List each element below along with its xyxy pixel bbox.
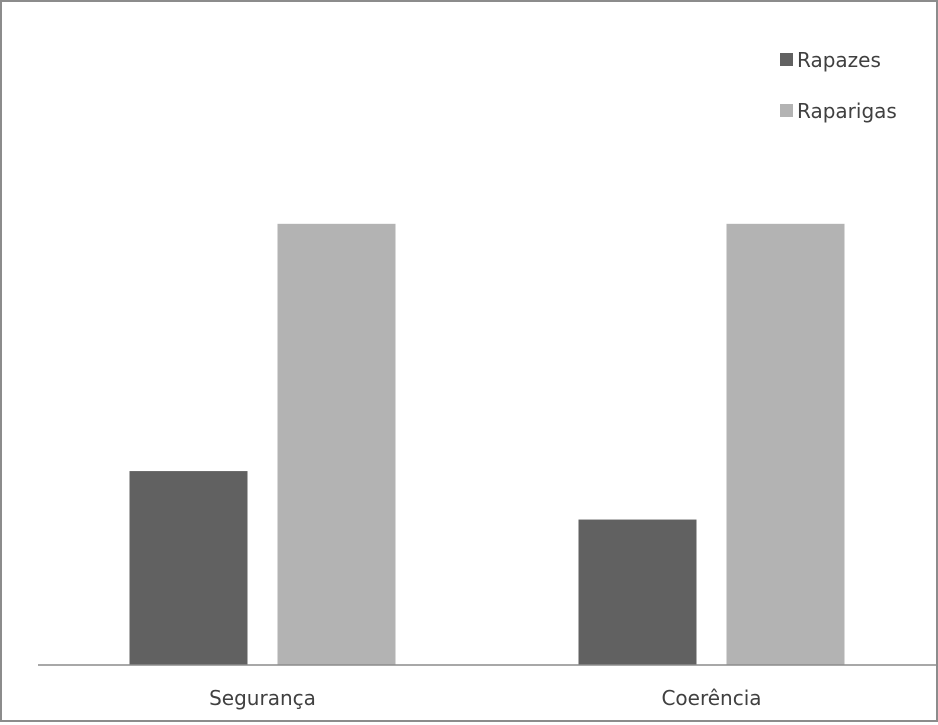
- legend-label-raparigas: Raparigas: [797, 99, 897, 123]
- legend-swatch-raparigas: [780, 104, 793, 117]
- bars-group: [129, 223, 845, 665]
- x-tick-label-seguranca: Segurança: [209, 686, 316, 710]
- legend: Rapazes Raparigas: [780, 48, 897, 123]
- x-tick-label-coerencia: Coerência: [661, 686, 761, 710]
- legend-label-rapazes: Rapazes: [797, 48, 881, 72]
- x-tick-labels: Segurança Coerência: [209, 686, 761, 710]
- bar-coerencia-raparigas: [726, 223, 845, 665]
- bar-seguranca-raparigas: [277, 223, 396, 665]
- legend-swatch-rapazes: [780, 53, 793, 66]
- bar-coerencia-rapazes: [578, 519, 697, 665]
- bar-seguranca-rapazes: [129, 471, 248, 665]
